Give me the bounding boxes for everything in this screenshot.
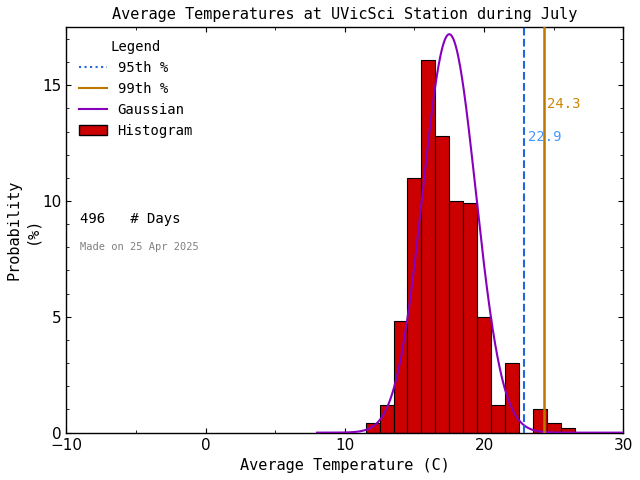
Bar <box>505 363 519 432</box>
Bar <box>408 178 421 432</box>
Text: 24.3: 24.3 <box>547 97 581 111</box>
Bar <box>365 423 380 432</box>
Bar <box>477 317 491 432</box>
Bar <box>491 405 505 432</box>
Text: 496   # Days: 496 # Days <box>80 212 180 226</box>
Bar <box>547 423 561 432</box>
Bar <box>463 204 477 432</box>
Title: Average Temperatures at UVicSci Station during July: Average Temperatures at UVicSci Station … <box>112 7 577 22</box>
Text: 22.9: 22.9 <box>528 130 561 144</box>
Legend: 95th %, 99th %, Gaussian, Histogram: 95th %, 99th %, Gaussian, Histogram <box>73 34 198 143</box>
Bar <box>435 136 449 432</box>
Bar <box>561 428 575 432</box>
Bar <box>380 405 394 432</box>
X-axis label: Average Temperature (C): Average Temperature (C) <box>240 458 450 473</box>
Bar <box>421 60 435 432</box>
Text: Made on 25 Apr 2025: Made on 25 Apr 2025 <box>80 242 199 252</box>
Bar <box>533 409 547 432</box>
Bar <box>394 322 408 432</box>
Y-axis label: Probability
(%): Probability (%) <box>7 180 39 280</box>
Bar <box>449 201 463 432</box>
